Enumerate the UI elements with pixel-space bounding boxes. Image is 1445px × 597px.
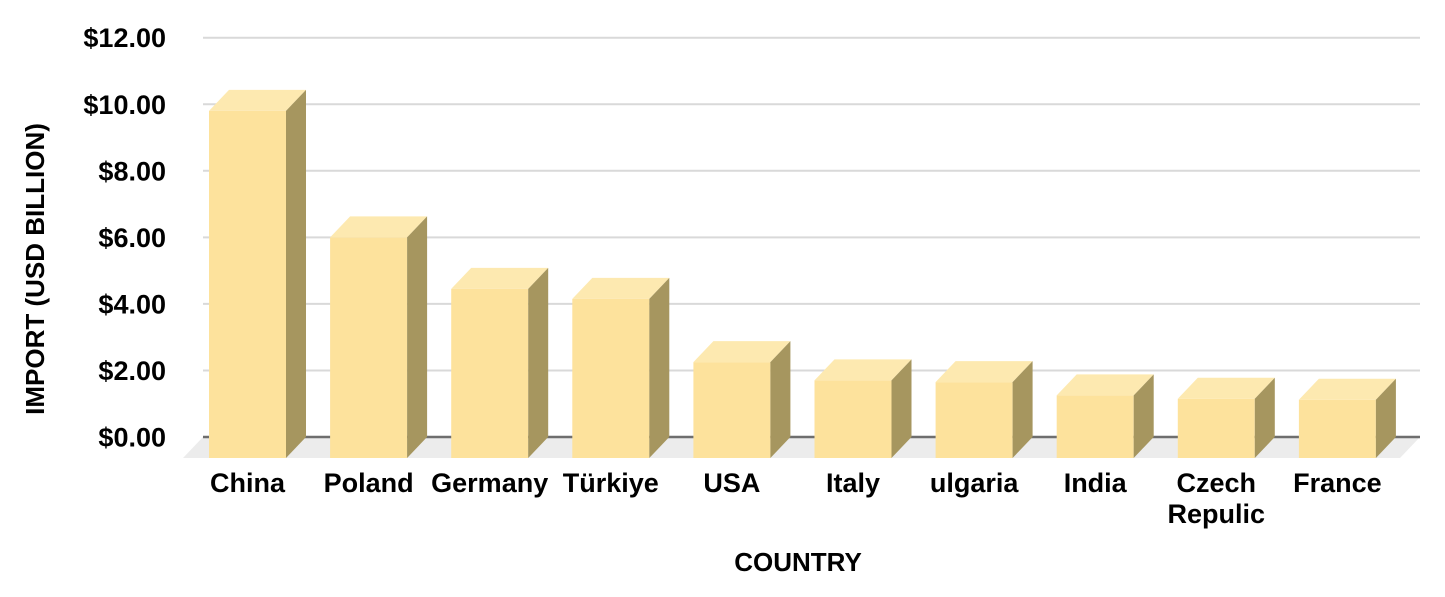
bar-side-face — [528, 267, 549, 458]
bar-side-face — [1375, 378, 1396, 458]
bar-front-face — [1298, 399, 1376, 458]
x-axis-category-labels: China Poland Germany Türkiye USA Italy ulgaria… — [210, 468, 1382, 529]
category-label-italy: Italy — [826, 468, 880, 498]
bar-top-face — [693, 341, 791, 363]
bar-france — [1298, 378, 1396, 458]
y-axis-tick-labels: $0.00 $2.00 $4.00 $6.00 $8.00 $10.00 $12.00 — [83, 23, 166, 452]
bar-side-face — [891, 359, 912, 458]
bar-usa — [693, 341, 791, 458]
category-label-türkiye: Türkiye — [563, 468, 659, 498]
bar-side-face — [1133, 374, 1154, 458]
category-label-czech-repulic: Czech Repulic — [1168, 468, 1266, 529]
bar-top-face — [1056, 374, 1154, 396]
bars — [209, 89, 1396, 458]
bar-side-face — [286, 89, 306, 458]
bar-top-face — [1298, 378, 1396, 400]
category-label-china: China — [210, 468, 286, 498]
bar-top-face — [209, 89, 306, 111]
bar-front-face — [572, 298, 650, 458]
bar-czech-repulic — [1177, 377, 1275, 458]
y-tick-label-12: $12.00 — [83, 23, 166, 53]
y-tick-label-10: $10.00 — [83, 90, 166, 120]
bar-side-face — [1012, 361, 1033, 458]
category-label-france: France — [1293, 468, 1382, 498]
category-label-germany: Germany — [431, 468, 548, 498]
bar-top-face — [572, 277, 670, 299]
bar-front-face — [330, 237, 408, 458]
y-tick-label-6: $6.00 — [98, 223, 166, 253]
bar-türkiye — [572, 277, 670, 458]
y-tick-label-0: $0.00 — [98, 423, 166, 453]
y-tick-label-8: $8.00 — [98, 156, 166, 186]
bar-china — [209, 89, 306, 458]
category-label-india: India — [1064, 468, 1128, 498]
bar-front-face — [451, 288, 529, 458]
bar-top-face — [935, 361, 1033, 383]
y-axis-title: IMPORT (USD BILLION) — [20, 123, 50, 415]
category-label-ulgaria: ulgaria — [930, 468, 1020, 498]
bar-side-face — [770, 341, 791, 458]
bar-top-face — [451, 267, 549, 289]
bar-top-face — [330, 216, 428, 238]
bar-front-face — [814, 380, 892, 458]
bar-front-face — [209, 110, 286, 458]
category-label-poland: Poland — [324, 468, 414, 498]
bar-top-face — [1177, 377, 1275, 399]
bar-poland — [330, 216, 428, 458]
x-axis-title: COUNTRY — [734, 547, 862, 577]
bar-front-face — [1177, 398, 1255, 458]
bar-italy — [814, 359, 912, 458]
bar-side-face — [1254, 377, 1275, 458]
y-tick-label-4: $4.00 — [98, 289, 166, 319]
bar-ulgaria — [935, 361, 1033, 458]
category-label-usa: USA — [703, 468, 760, 498]
bar-top-face — [814, 359, 912, 381]
bar-front-face — [693, 362, 771, 458]
bar-front-face — [935, 382, 1013, 458]
bar-germany — [451, 267, 549, 458]
y-tick-label-2: $2.00 — [98, 356, 166, 386]
bar-side-face — [407, 216, 428, 458]
bar-india — [1056, 374, 1154, 458]
bar-front-face — [1056, 395, 1134, 458]
bar-side-face — [649, 277, 670, 458]
